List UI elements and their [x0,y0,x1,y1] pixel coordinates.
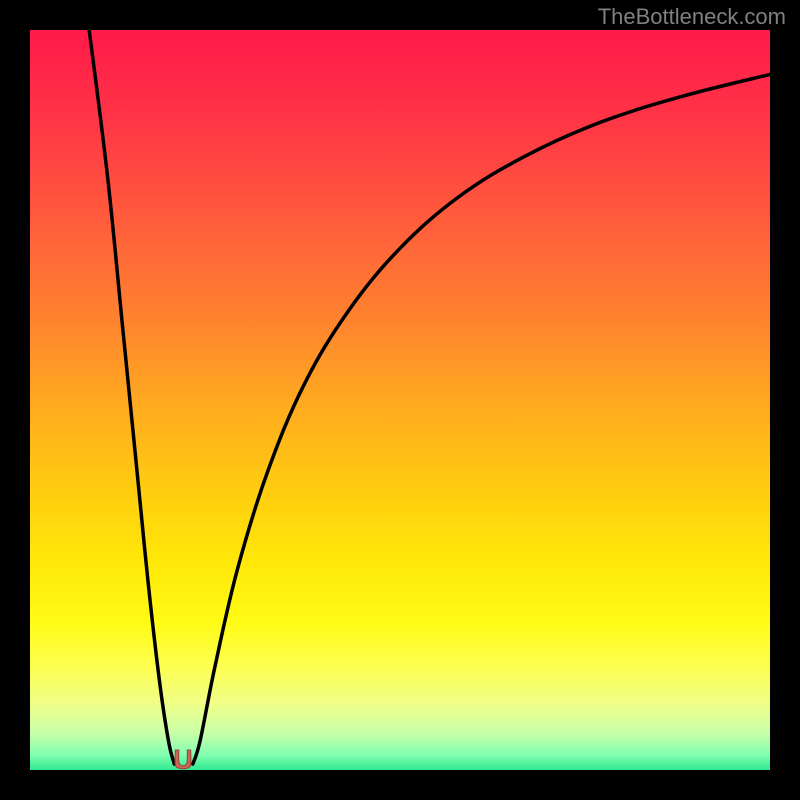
plot-area [30,30,770,770]
curves-layer [30,30,770,770]
curve-right-branch [193,74,770,764]
plot-border-left [0,30,30,770]
plot-border-bottom [0,770,800,800]
plot-border-right [770,30,800,770]
minimum-marker [171,749,195,773]
curve-left-branch [89,30,174,764]
watermark-text: TheBottleneck.com [598,4,786,30]
chart-container: TheBottleneck.com [0,0,800,800]
marker-path [175,750,191,769]
